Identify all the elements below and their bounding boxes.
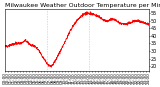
- Text: Milwaukee Weather Outdoor Temperature per Minute (Last 24 Hours): Milwaukee Weather Outdoor Temperature pe…: [5, 3, 160, 8]
